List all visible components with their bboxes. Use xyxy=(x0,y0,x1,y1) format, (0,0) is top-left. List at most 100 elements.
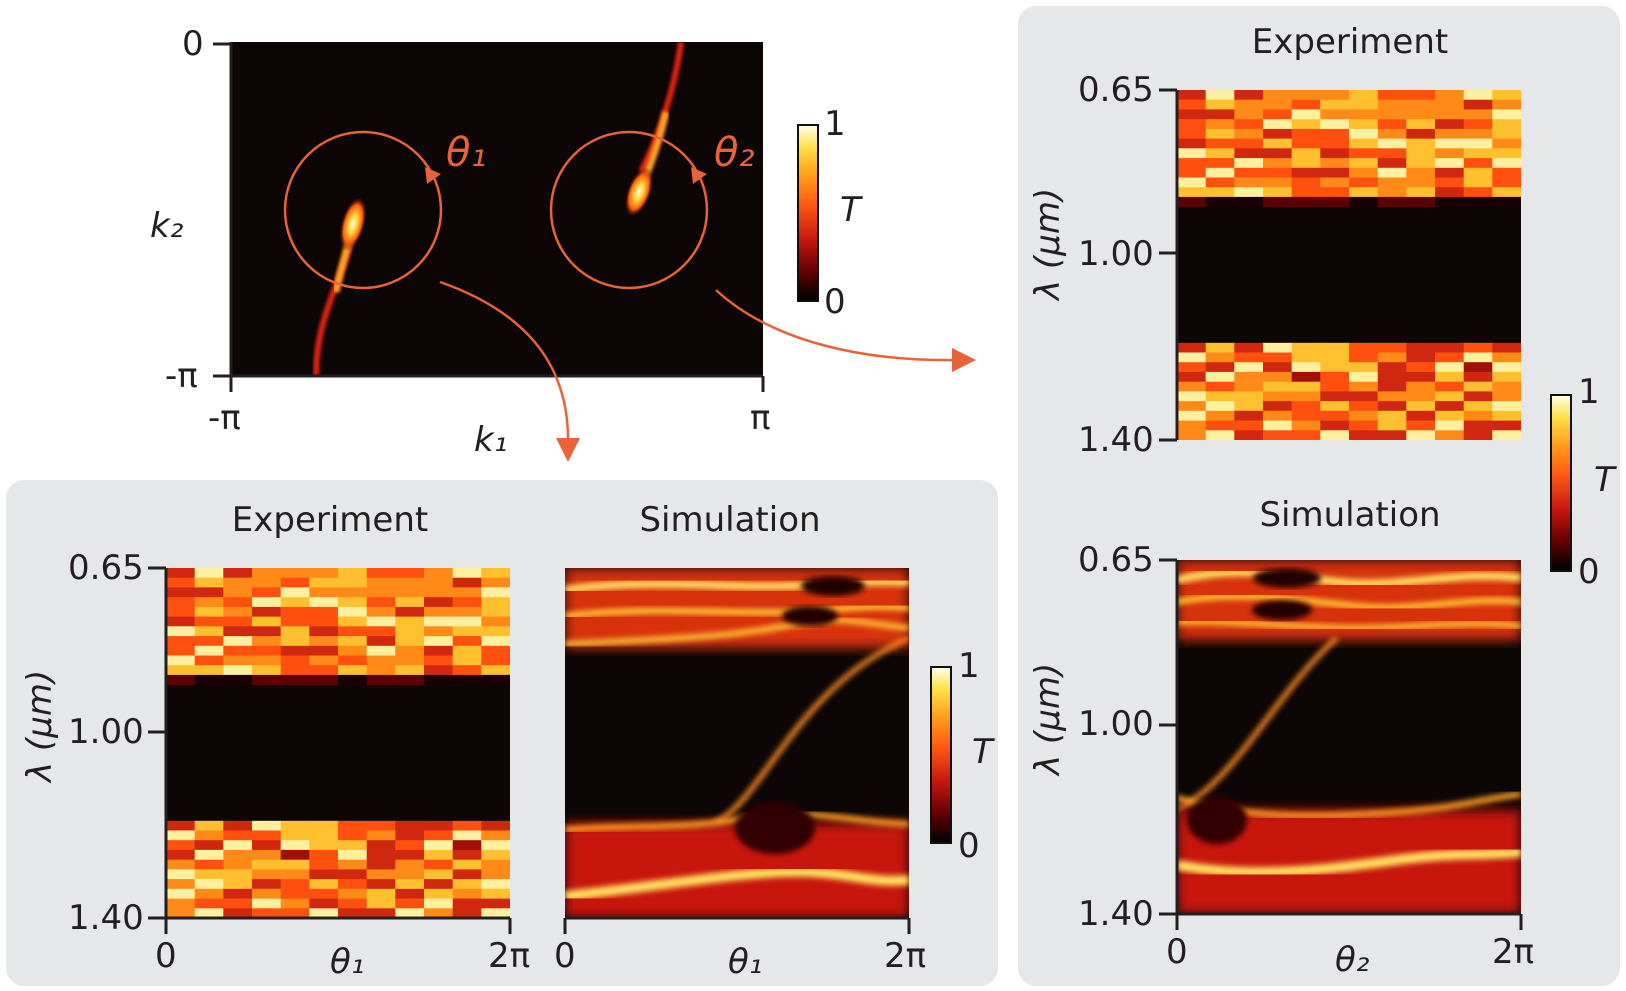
bottom-exp-cell xyxy=(366,597,396,608)
bottom-exp-cell xyxy=(424,626,454,637)
bottom-exp-cell xyxy=(280,674,310,686)
bottom-exp-cell xyxy=(452,859,482,870)
bottom-simulation-title: Simulation xyxy=(639,500,821,540)
bottom-exp-cell xyxy=(223,869,253,880)
bottom-exp-cell xyxy=(366,674,396,686)
right-exp-cell xyxy=(1435,167,1465,178)
bottom-exp-cell xyxy=(424,597,454,608)
right-exp-cell xyxy=(1320,158,1350,169)
bottom-exp-cell xyxy=(280,879,310,890)
bottom-exp-cell xyxy=(481,840,510,851)
right-exp-cell xyxy=(1263,362,1293,373)
right-exp-cell xyxy=(1320,128,1350,140)
bottom-exp-cell xyxy=(395,587,425,598)
bottom-exp-cell xyxy=(452,879,482,890)
bottom-exp-cell xyxy=(481,636,510,647)
bottom-exp-cell xyxy=(452,636,482,647)
bottom-exp-cell xyxy=(280,597,310,608)
bottom-axes xyxy=(148,566,911,934)
right-exp-cell xyxy=(1492,99,1521,110)
bottom-exp-cell xyxy=(366,665,396,676)
bottom-exp-cell xyxy=(309,898,339,909)
right-exp-cell xyxy=(1205,109,1235,120)
right-exp-cell xyxy=(1463,109,1493,120)
bottom-exp-cell xyxy=(395,606,425,618)
top-x-tick-0: -π xyxy=(208,398,241,438)
rs-line-1 xyxy=(1177,568,1521,588)
right-exp-cell xyxy=(1177,177,1207,188)
right-exp-cell xyxy=(1406,90,1436,101)
theta1-label: θ₁ xyxy=(446,130,487,176)
right-colorbar-max: 1 xyxy=(1578,372,1600,412)
right-exp-cell xyxy=(1349,99,1379,110)
bottom-exp-cell xyxy=(309,908,339,918)
bottom-exp-cell xyxy=(223,626,253,637)
bottom-exp-cell xyxy=(366,908,396,918)
right-exp-cell xyxy=(1234,119,1264,130)
bottom-exp-cell xyxy=(481,830,510,841)
bottom-exp-cell xyxy=(194,626,224,637)
bottom-exp-cell xyxy=(223,898,253,909)
rs-crossing xyxy=(1177,636,1339,813)
loop-left xyxy=(283,130,443,290)
right-exp-cell xyxy=(1291,138,1321,149)
right-exp-cell xyxy=(1177,99,1207,110)
loop-right xyxy=(549,130,709,290)
bottom-exp-cell xyxy=(166,869,196,880)
bottom-exp-cell xyxy=(424,606,454,618)
bottom-exp-cell xyxy=(395,645,425,656)
right-exp-cell xyxy=(1205,362,1235,373)
right-exp-cell xyxy=(1492,90,1521,101)
right-exp-cell xyxy=(1463,420,1493,431)
bottom-exp-cell xyxy=(366,587,396,598)
right-exp-cell xyxy=(1406,128,1436,140)
right-exp-cell xyxy=(1177,430,1207,440)
bottom-exp-cell xyxy=(309,636,339,647)
bottom-colorbar-label: T xyxy=(972,732,993,772)
bottom-exp-cell xyxy=(424,577,454,588)
right-exp-cell xyxy=(1320,177,1350,188)
bs-dark-notch xyxy=(735,802,815,854)
bottom-exp-cell xyxy=(194,645,224,656)
bottom-exp-cell xyxy=(424,665,454,676)
bottom-exp-cell xyxy=(366,879,396,890)
bottom-y-tick-2: 1.40 xyxy=(68,898,144,938)
bottom-colorbar-max: 1 xyxy=(958,646,980,686)
right-exp-cell xyxy=(1291,381,1321,392)
right-exp-cell xyxy=(1492,342,1521,353)
bottom-exp-cell xyxy=(166,626,196,637)
right-exp-cell xyxy=(1377,99,1407,110)
right-colorbar-label: T xyxy=(1594,460,1615,500)
right-exp-cell xyxy=(1463,381,1493,392)
bottom-exp-cell xyxy=(366,830,396,841)
bottom-exp-cell xyxy=(252,888,282,899)
right-exp-cell xyxy=(1349,128,1379,140)
rs-line-2 xyxy=(1177,593,1521,611)
bottom-exp-cell xyxy=(280,587,310,598)
right-exp-cell xyxy=(1234,90,1264,101)
bottom-exp-cell xyxy=(366,820,396,831)
right-exp-cell xyxy=(1463,430,1493,440)
right-exp-cell xyxy=(1205,138,1235,149)
right-exp-cell xyxy=(1349,430,1379,440)
right-exp-cell xyxy=(1263,371,1293,383)
bottom-exp-cell xyxy=(166,568,196,579)
right-exp-cell xyxy=(1377,148,1407,159)
bottom-exp-cell xyxy=(252,606,282,618)
right-exp-cell xyxy=(1435,410,1465,421)
right-exp-cell xyxy=(1320,391,1350,402)
bottom-exp-cell xyxy=(280,616,310,627)
right-exp-cell xyxy=(1205,196,1235,208)
bottom-exp-cell xyxy=(280,840,310,851)
bottom-exp-cell xyxy=(252,879,282,890)
bottom-exp-cell xyxy=(366,869,396,880)
bottom-exp-cell xyxy=(252,587,282,598)
right-exp-cell xyxy=(1349,362,1379,373)
right-exp-cell xyxy=(1234,410,1264,421)
right-exp-cell xyxy=(1263,410,1293,421)
bottom-exp-cell xyxy=(395,859,425,870)
bottom-exp-cell xyxy=(338,888,368,899)
bottom-exp-cell xyxy=(166,888,196,899)
bottom-exp-cell xyxy=(366,577,396,588)
right-exp-cell xyxy=(1463,401,1493,412)
